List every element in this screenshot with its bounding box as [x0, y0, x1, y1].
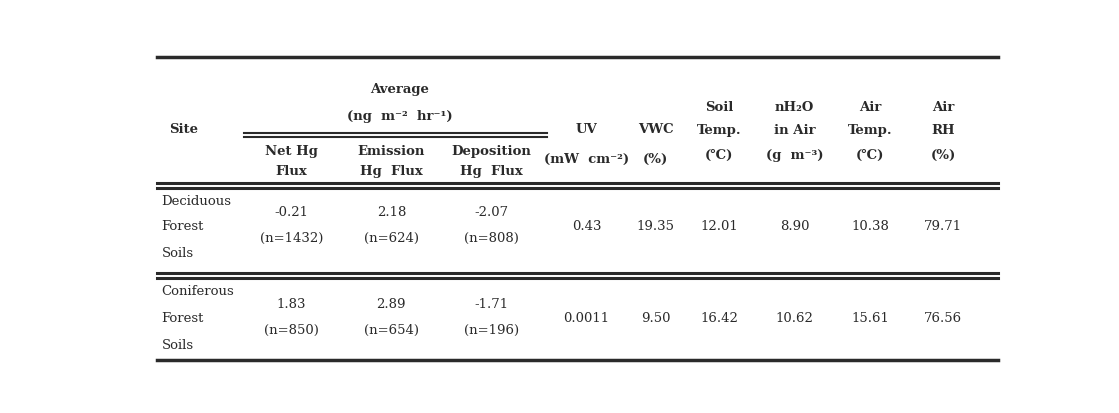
Text: Net Hg: Net Hg: [265, 145, 318, 158]
Text: 10.62: 10.62: [775, 311, 814, 324]
Text: VWC: VWC: [638, 123, 674, 135]
Text: 8.90: 8.90: [780, 220, 809, 233]
Text: Soils: Soils: [161, 247, 194, 260]
Text: 79.71: 79.71: [924, 220, 962, 233]
Text: 15.61: 15.61: [852, 311, 888, 324]
Text: 12.01: 12.01: [700, 220, 739, 233]
Text: (n=196): (n=196): [463, 323, 519, 336]
Text: (n=1432): (n=1432): [260, 232, 323, 244]
Text: (n=850): (n=850): [264, 323, 319, 336]
Text: (ng  m⁻²  hr⁻¹): (ng m⁻² hr⁻¹): [347, 110, 453, 123]
Text: Coniferous: Coniferous: [161, 285, 234, 298]
Text: (g  m⁻³): (g m⁻³): [765, 149, 824, 161]
Text: (%): (%): [643, 153, 668, 166]
Text: Temp.: Temp.: [848, 124, 892, 137]
Text: Deposition: Deposition: [451, 145, 532, 158]
Text: Hg  Flux: Hg Flux: [460, 165, 523, 178]
Text: Forest: Forest: [161, 220, 204, 233]
Text: 2.89: 2.89: [377, 297, 406, 310]
Text: RH: RH: [931, 124, 955, 137]
Text: 16.42: 16.42: [700, 311, 739, 324]
Text: Soil: Soil: [705, 100, 733, 113]
Text: Forest: Forest: [161, 311, 204, 324]
Text: (n=654): (n=654): [364, 323, 419, 336]
Text: (n=624): (n=624): [364, 232, 419, 244]
Text: 9.50: 9.50: [641, 311, 670, 324]
Text: 1.83: 1.83: [276, 297, 307, 310]
Text: Temp.: Temp.: [697, 124, 742, 137]
Text: 19.35: 19.35: [637, 220, 675, 233]
Text: 10.38: 10.38: [852, 220, 888, 233]
Text: Deciduous: Deciduous: [161, 194, 232, 207]
Text: -2.07: -2.07: [474, 206, 508, 219]
Text: Soils: Soils: [161, 338, 194, 351]
Text: -0.21: -0.21: [274, 206, 309, 219]
Text: (℃): (℃): [856, 149, 884, 161]
Text: -1.71: -1.71: [474, 297, 508, 310]
Text: nH₂O: nH₂O: [775, 100, 815, 113]
Text: (n=808): (n=808): [463, 232, 518, 244]
Text: (%): (%): [930, 149, 956, 161]
Text: 0.43: 0.43: [572, 220, 601, 233]
Text: UV: UV: [575, 123, 598, 135]
Text: Average: Average: [370, 83, 430, 96]
Text: 2.18: 2.18: [377, 206, 406, 219]
Text: in Air: in Air: [774, 124, 816, 137]
Text: Air: Air: [932, 100, 955, 113]
Text: Emission: Emission: [358, 145, 425, 158]
Text: (mW  cm⁻²): (mW cm⁻²): [544, 153, 629, 166]
Text: Site: Site: [169, 123, 198, 135]
Text: Air: Air: [859, 100, 882, 113]
Text: 0.0011: 0.0011: [564, 311, 610, 324]
Text: Hg  Flux: Hg Flux: [360, 165, 423, 178]
Text: 76.56: 76.56: [924, 311, 962, 324]
Text: Flux: Flux: [275, 165, 308, 178]
Text: (℃): (℃): [705, 149, 733, 161]
